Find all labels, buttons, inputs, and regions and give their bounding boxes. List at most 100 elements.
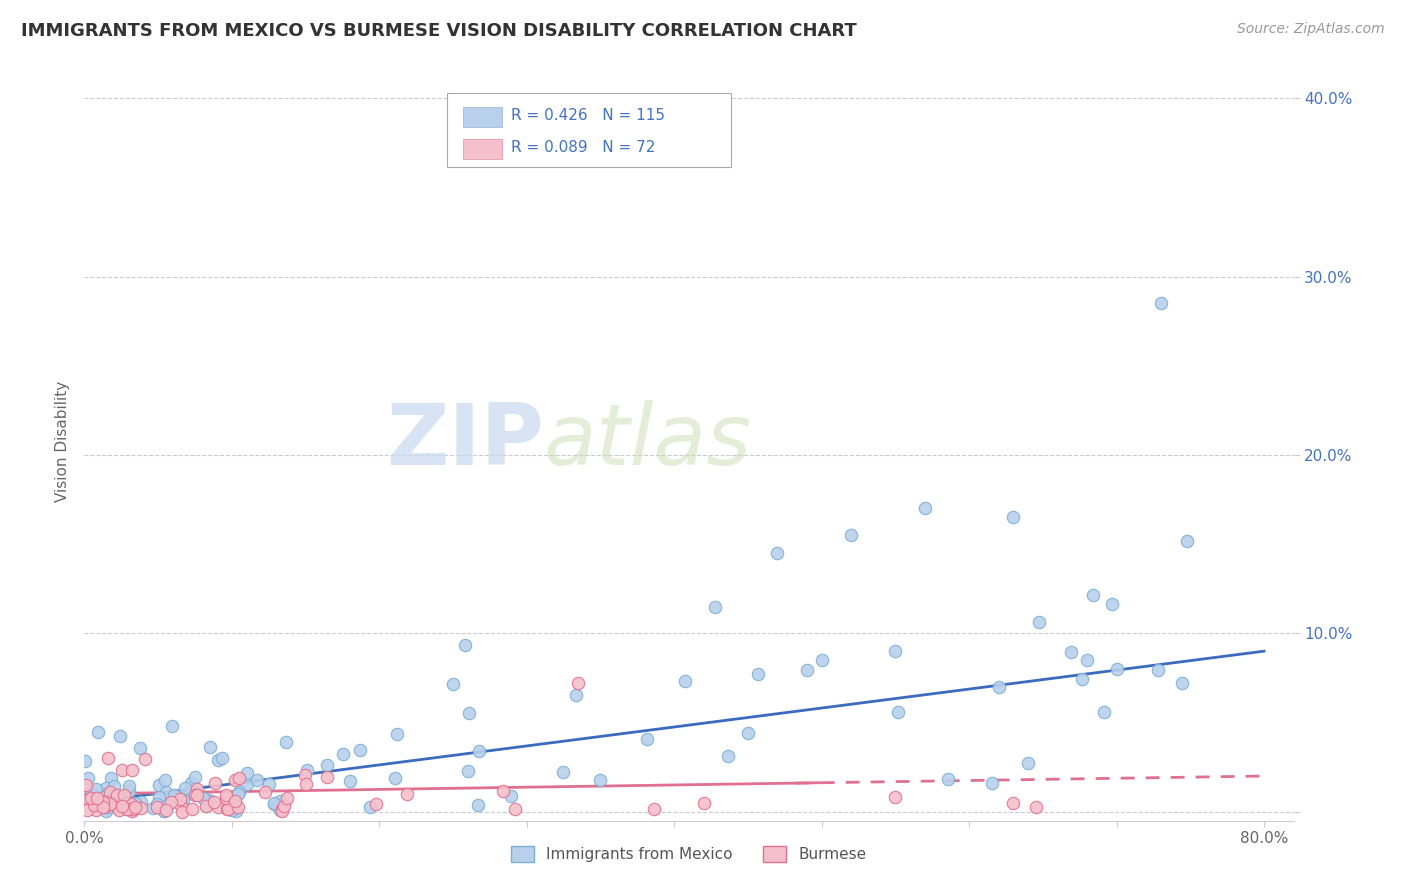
Point [221, 803, 243, 817]
Point [169, 791, 191, 805]
Point [1146, 663, 1168, 677]
Point [93, 798, 115, 813]
Point [87, 794, 110, 808]
Point [91, 800, 114, 814]
Point [467, 797, 489, 812]
Point [766, 546, 789, 560]
Point [692, 796, 714, 810]
Point [148, 778, 170, 792]
Point [294, 768, 316, 782]
Point [839, 528, 862, 542]
Point [225, 804, 247, 818]
Point [118, 780, 141, 794]
Point [124, 796, 146, 810]
Point [118, 784, 141, 798]
Point [501, 789, 523, 803]
Point [97, 797, 120, 811]
Point [103, 779, 125, 793]
Point [94, 804, 117, 818]
Point [987, 680, 1010, 694]
Point [276, 791, 298, 805]
Point [146, 799, 169, 814]
Point [717, 749, 740, 764]
Point [636, 732, 658, 747]
Point [1071, 673, 1094, 687]
Point [211, 750, 233, 764]
Point [441, 676, 464, 690]
Point [219, 802, 242, 816]
Point [122, 802, 145, 816]
Point [124, 800, 146, 814]
Point [359, 800, 381, 814]
Point [981, 776, 1004, 790]
Point [96, 797, 118, 812]
Point [100, 797, 122, 812]
Point [1017, 756, 1039, 771]
Point [884, 644, 907, 658]
Point [222, 796, 245, 810]
Point [295, 777, 318, 791]
Point [180, 802, 202, 816]
Point [121, 763, 143, 777]
FancyBboxPatch shape [463, 107, 502, 127]
Point [96, 795, 118, 809]
Point [89, 799, 111, 814]
Point [270, 805, 292, 819]
Point [129, 801, 152, 815]
Point [153, 804, 176, 818]
Point [349, 743, 371, 757]
Point [160, 795, 183, 809]
Point [84, 796, 107, 810]
Point [224, 794, 246, 808]
Point [112, 788, 135, 802]
Point [100, 785, 122, 799]
Point [198, 795, 221, 809]
Point [236, 765, 259, 780]
Point [172, 792, 194, 806]
Point [214, 788, 236, 802]
Point [1150, 296, 1173, 310]
Point [198, 793, 221, 807]
Y-axis label: Vision Disability: Vision Disability [55, 381, 70, 502]
Point [254, 785, 277, 799]
Point [269, 803, 291, 817]
Point [737, 726, 759, 740]
Point [228, 771, 250, 785]
Text: IMMIGRANTS FROM MEXICO VS BURMESE VISION DISABILITY CORRELATION CHART: IMMIGRANTS FROM MEXICO VS BURMESE VISION… [21, 22, 856, 40]
Point [163, 788, 186, 802]
Point [207, 753, 229, 767]
Point [1081, 588, 1104, 602]
Point [503, 802, 526, 816]
Point [1002, 796, 1025, 810]
Point [467, 743, 489, 757]
Point [207, 799, 229, 814]
Point [315, 770, 337, 784]
Point [224, 773, 246, 788]
Point [384, 771, 406, 785]
Point [747, 667, 769, 681]
Point [86, 724, 108, 739]
Point [93, 800, 115, 814]
Point [1025, 800, 1047, 814]
Point [184, 770, 207, 784]
Point [914, 501, 936, 516]
Point [246, 772, 269, 787]
Point [96, 781, 118, 796]
Point [180, 786, 202, 800]
Point [395, 787, 418, 801]
Point [215, 802, 238, 816]
Point [1105, 662, 1128, 676]
Point [146, 797, 169, 811]
Point [194, 798, 217, 813]
Point [226, 800, 249, 814]
Point [1175, 534, 1198, 549]
Point [263, 797, 285, 811]
Point [134, 752, 156, 766]
FancyBboxPatch shape [463, 139, 502, 159]
Point [565, 689, 588, 703]
Point [174, 781, 197, 796]
Point [217, 802, 239, 816]
Point [121, 797, 143, 811]
Point [108, 729, 131, 743]
Point [120, 802, 142, 816]
